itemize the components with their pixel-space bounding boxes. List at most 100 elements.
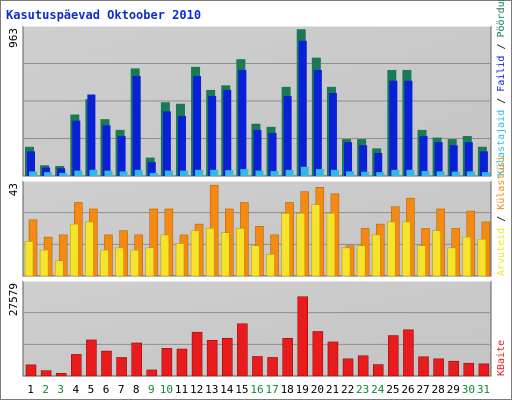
bar-kulastajaid (149, 172, 158, 176)
bar-failid (374, 152, 383, 176)
vertical-legend: Arvuteid / Külastusi (496, 156, 507, 276)
x-tick-label: 3 (57, 383, 64, 396)
bar-failid (162, 111, 171, 176)
bar-arvuteid (326, 213, 336, 277)
bar-kbaite (403, 329, 414, 377)
bar-kulastajaid (406, 169, 415, 176)
bar-arvuteid (115, 247, 124, 277)
vertical-legend: KBaite (496, 340, 507, 376)
x-tick-label: 12 (190, 383, 203, 396)
bar-failid (117, 136, 126, 176)
chart-panels: 963 43 27579 (7, 25, 492, 377)
bar-arvuteid (54, 260, 64, 277)
bar-kulastajaid (330, 169, 339, 176)
bar-kulastajaid (300, 166, 309, 176)
panel-visits: 43 (7, 180, 492, 277)
bar-kbaite (176, 348, 188, 377)
bar-kulastajaid (179, 170, 188, 176)
x-tick-label: 9 (148, 383, 155, 396)
y-max-label: 963 (7, 28, 20, 48)
y-max-label: 27579 (7, 283, 20, 316)
bar-kulastajaid (164, 170, 173, 176)
bar-arvuteid (281, 213, 290, 277)
bar-kbaite (25, 364, 37, 377)
bar-failid (344, 142, 353, 176)
bar-kulastajaid (466, 171, 475, 176)
bar-kbaite (388, 335, 399, 377)
x-tick-label: 1 (27, 383, 34, 396)
bar-arvuteid (24, 241, 34, 277)
x-tick-label: 20 (311, 383, 324, 396)
panel-hits: 963 (7, 25, 492, 177)
x-tick-label: 7 (118, 383, 125, 396)
bar-kbaite (418, 356, 429, 377)
bar-failid (253, 129, 262, 176)
bar-arvuteid (190, 230, 200, 277)
bar-kulastajaid (361, 171, 370, 176)
bar-arvuteid (462, 236, 472, 277)
bar-kbaite (297, 296, 308, 377)
bar-kulastajaid (74, 170, 83, 176)
x-tick-label: 2 (42, 383, 49, 396)
x-tick-label: 23 (356, 383, 369, 396)
legend-entry: Arvuteid (496, 228, 507, 276)
x-tick-label: 29 (447, 383, 460, 396)
bar-failid (238, 69, 247, 176)
bar-arvuteid (70, 223, 79, 277)
bar-kulastajaid (376, 172, 385, 176)
bar-kbaite (448, 360, 459, 377)
bar-kbaite (71, 354, 82, 377)
bar-arvuteid (447, 247, 456, 277)
bar-arvuteid (311, 204, 321, 277)
bar-arvuteid (432, 230, 441, 277)
x-tick-label: 25 (386, 383, 399, 396)
bar-kbaite (312, 331, 324, 377)
bar-kbaite (342, 358, 354, 377)
bar-kulastajaid (210, 169, 219, 176)
x-tick-label: 28 (432, 383, 445, 396)
bar-arvuteid (205, 228, 215, 277)
bar-kulastajaid (44, 172, 53, 176)
x-tick-label: 13 (205, 383, 218, 396)
x-tick-label: 11 (175, 383, 188, 396)
bar-kulastajaid (195, 169, 204, 176)
x-tick-label: 5 (88, 383, 95, 396)
bar-arvuteid (387, 221, 396, 277)
bar-kulastajaid (240, 169, 249, 176)
vertical-legend: Külastajaid / Failid / Pöördumisi (496, 0, 507, 176)
bar-kbaite (191, 331, 203, 377)
bar-arvuteid (251, 245, 260, 277)
bar-kulastajaid (29, 171, 37, 176)
x-tick-label: 26 (401, 383, 414, 396)
bar-failid (223, 89, 232, 176)
x-tick-label: 24 (371, 383, 385, 396)
x-tick-label: 8 (133, 383, 140, 396)
bar-failid (42, 167, 51, 176)
bar-arvuteid (130, 249, 139, 277)
bar-kbaite (116, 357, 127, 377)
bar-failid (268, 132, 277, 176)
bar-kulastajaid (119, 171, 128, 176)
bar-kulastajaid (255, 170, 264, 176)
bar-arvuteid (39, 249, 49, 277)
bar-arvuteid (85, 221, 94, 277)
bar-kbaite (101, 350, 112, 377)
legend-separator: / (496, 210, 507, 228)
y-max-label: 43 (7, 183, 20, 196)
bar-kbaite (433, 358, 444, 377)
bar-failid (419, 136, 428, 176)
bar-kbaite (131, 342, 142, 377)
bar-failid (313, 69, 322, 176)
bar-failid (147, 162, 156, 176)
bar-kbaite (40, 370, 52, 377)
bar-kulastajaid (104, 170, 113, 176)
x-tick-label: 21 (326, 383, 339, 396)
bar-arvuteid (341, 247, 351, 277)
bar-failid (132, 76, 141, 176)
legend-separator: / (496, 92, 507, 110)
legend-entry: KBaite (496, 340, 507, 376)
bar-kbaite (206, 340, 218, 377)
bar-kbaite (161, 348, 173, 377)
x-tick-label: 14 (220, 383, 234, 396)
